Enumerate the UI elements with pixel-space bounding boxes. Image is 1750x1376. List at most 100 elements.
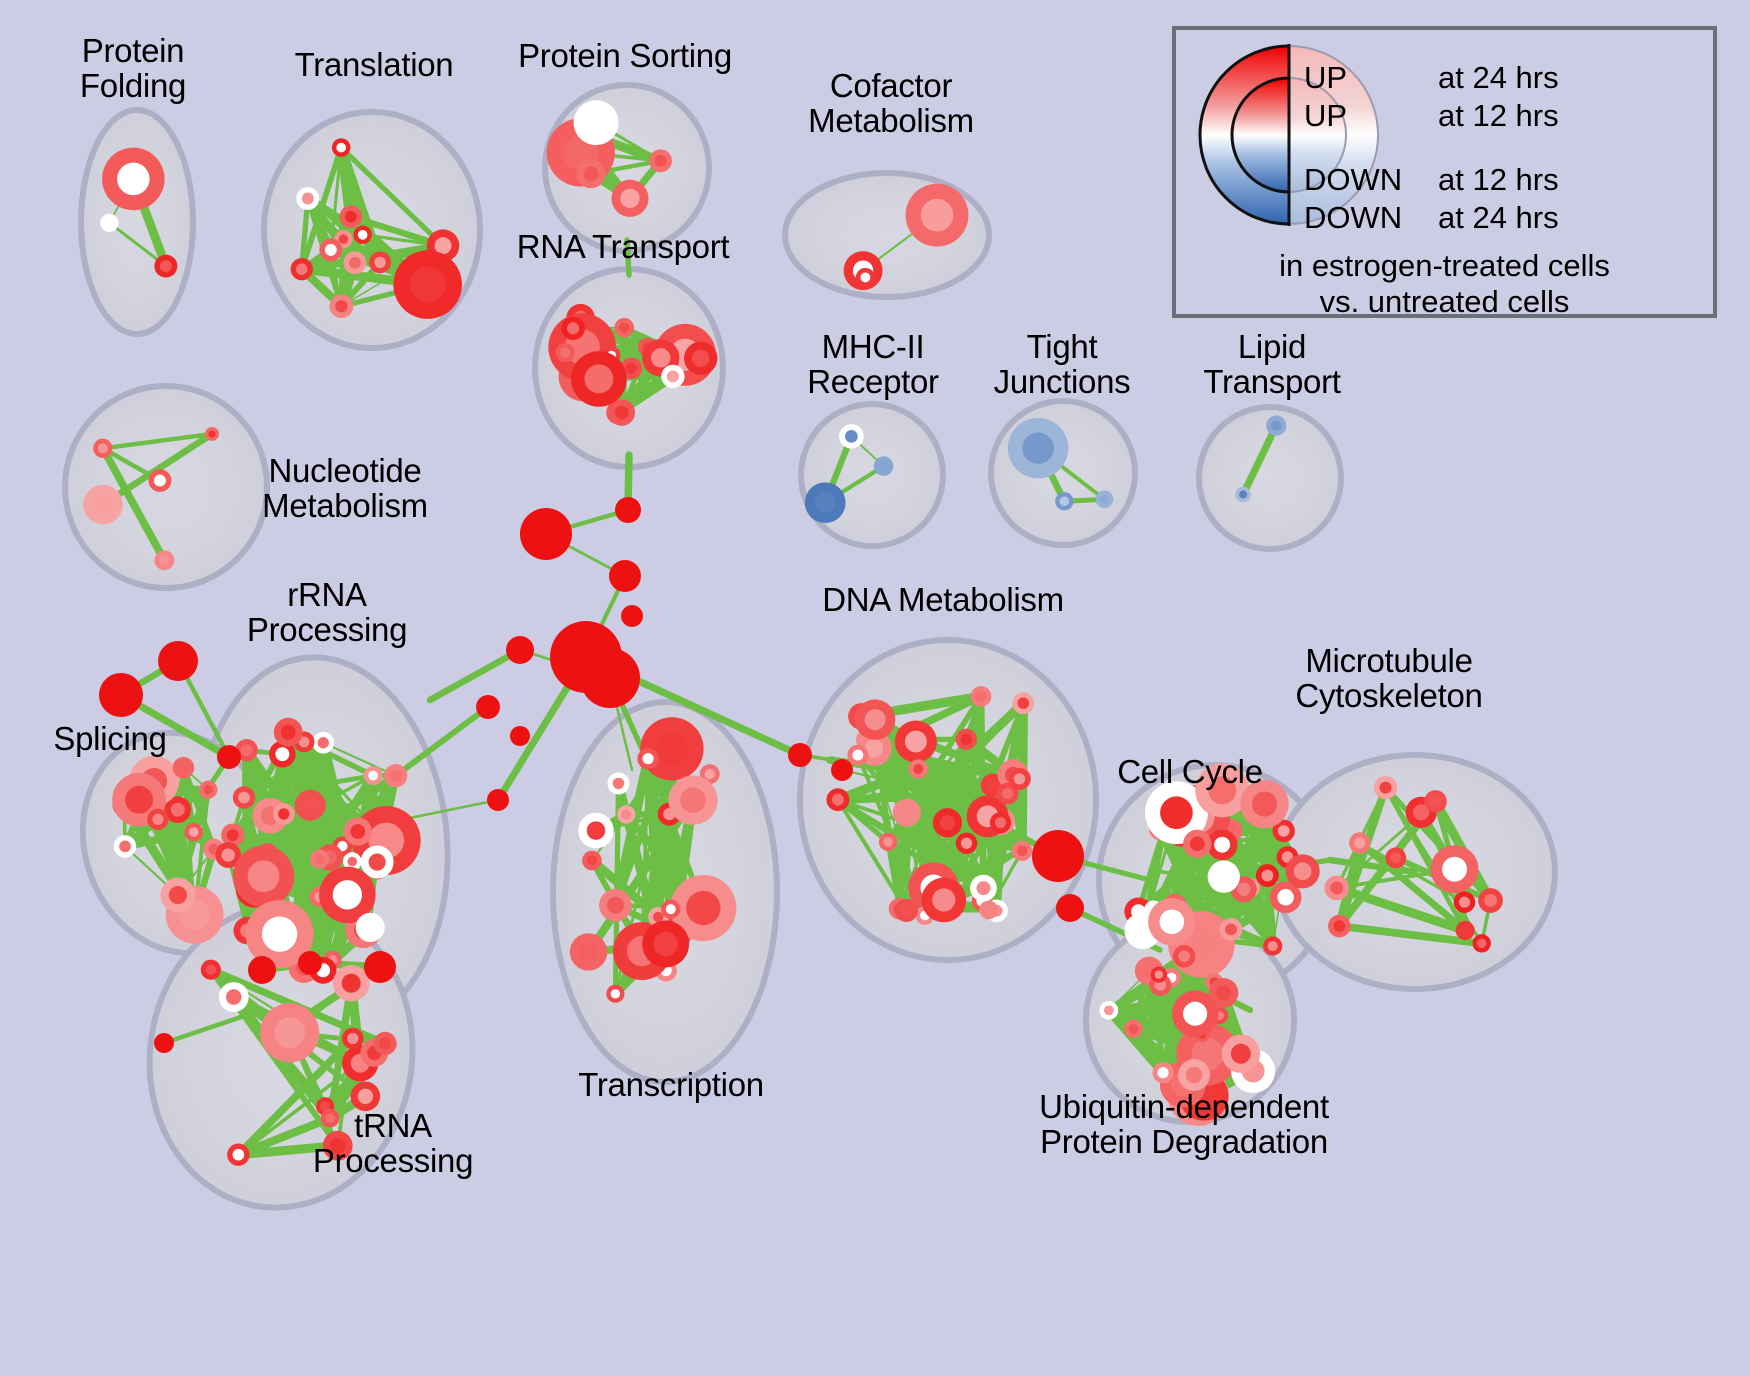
network-node bbox=[344, 817, 372, 845]
network-node bbox=[510, 726, 530, 746]
network-node bbox=[154, 1033, 174, 1053]
network-node bbox=[895, 721, 937, 763]
node-inner-disc-12hrs bbox=[369, 853, 386, 870]
node-inner-disc-12hrs bbox=[1160, 796, 1193, 829]
node-inner-disc-12hrs bbox=[274, 1017, 305, 1048]
node-inner-disc-12hrs bbox=[168, 651, 189, 672]
node-inner-disc-12hrs bbox=[222, 848, 235, 861]
node-inner-disc-12hrs bbox=[159, 1038, 169, 1048]
node-inner-disc-12hrs bbox=[296, 263, 308, 275]
network-node bbox=[909, 759, 928, 778]
legend-key-up-12: UP bbox=[1304, 98, 1347, 134]
network-node bbox=[1473, 934, 1491, 952]
network-node bbox=[607, 772, 629, 794]
node-inner-disc-12hrs bbox=[532, 520, 559, 547]
node-inner-disc-12hrs bbox=[302, 193, 314, 205]
node-inner-disc-12hrs bbox=[372, 959, 389, 976]
network-node bbox=[805, 482, 846, 523]
node-inner-disc-12hrs bbox=[617, 568, 634, 585]
node-inner-disc-12hrs bbox=[620, 189, 639, 208]
node-inner-disc-12hrs bbox=[117, 163, 150, 196]
network-node bbox=[617, 805, 635, 823]
network-node bbox=[1240, 780, 1288, 828]
network-node bbox=[1208, 861, 1240, 893]
network-node bbox=[1374, 776, 1397, 799]
node-inner-disc-12hrs bbox=[1477, 939, 1487, 949]
node-inner-disc-12hrs bbox=[347, 857, 357, 867]
network-node bbox=[217, 745, 241, 769]
node-inner-disc-12hrs bbox=[1268, 941, 1278, 951]
network-node bbox=[1148, 898, 1195, 945]
network-node bbox=[173, 757, 194, 778]
legend-value-up-24: at 24 hrs bbox=[1438, 60, 1559, 96]
network-node bbox=[668, 776, 717, 825]
network-node bbox=[599, 889, 632, 922]
node-inner-disc-12hrs bbox=[105, 218, 115, 228]
node-inner-disc-12hrs bbox=[330, 1138, 346, 1154]
node-inner-disc-12hrs bbox=[410, 267, 446, 303]
node-inner-disc-12hrs bbox=[255, 963, 270, 978]
node-inner-disc-12hrs bbox=[1333, 920, 1345, 932]
node-inner-disc-12hrs bbox=[171, 803, 185, 817]
network-node bbox=[979, 900, 998, 919]
network-node bbox=[1178, 1059, 1210, 1091]
node-inner-disc-12hrs bbox=[567, 322, 579, 334]
node-inner-disc-12hrs bbox=[667, 370, 679, 382]
node-inner-disc-12hrs bbox=[940, 815, 955, 830]
node-inner-disc-12hrs bbox=[932, 888, 955, 911]
network-node bbox=[260, 1003, 319, 1062]
node-inner-disc-12hrs bbox=[1022, 432, 1053, 463]
network-node bbox=[1099, 1001, 1118, 1020]
network-bridge-edge bbox=[430, 650, 520, 700]
node-inner-disc-12hrs bbox=[1459, 897, 1470, 908]
network-node bbox=[1096, 490, 1114, 508]
network-node bbox=[1263, 936, 1282, 955]
network-node bbox=[826, 788, 849, 811]
network-node bbox=[364, 766, 383, 785]
node-inner-disc-12hrs bbox=[995, 817, 1006, 828]
network-node bbox=[580, 648, 640, 708]
node-inner-disc-12hrs bbox=[613, 778, 624, 789]
network-node bbox=[578, 813, 614, 849]
node-inner-disc-12hrs bbox=[1252, 791, 1277, 816]
network-node bbox=[369, 251, 391, 273]
node-inner-disc-12hrs bbox=[1442, 857, 1467, 882]
node-inner-disc-12hrs bbox=[342, 974, 361, 993]
node-inner-disc-12hrs bbox=[1158, 1067, 1169, 1078]
network-node bbox=[582, 851, 602, 871]
node-inner-disc-12hrs bbox=[621, 503, 635, 517]
node-inner-disc-12hrs bbox=[794, 749, 806, 761]
node-inner-disc-12hrs bbox=[860, 272, 870, 282]
node-inner-disc-12hrs bbox=[921, 199, 954, 232]
network-node bbox=[614, 318, 634, 338]
node-inner-disc-12hrs bbox=[976, 691, 987, 702]
node-inner-disc-12hrs bbox=[368, 771, 378, 781]
node-inner-disc-12hrs bbox=[615, 406, 629, 420]
network-node bbox=[1424, 790, 1447, 813]
network-node bbox=[506, 636, 534, 664]
node-inner-disc-12hrs bbox=[275, 747, 289, 761]
legend-key-down-24: DOWN bbox=[1304, 200, 1402, 236]
node-inner-disc-12hrs bbox=[189, 827, 199, 837]
node-inner-disc-12hrs bbox=[832, 794, 844, 806]
network-node bbox=[205, 427, 219, 441]
legend-box: UP at 24 hrs UP at 12 hrs DOWN at 12 hrs… bbox=[1172, 26, 1717, 318]
node-inner-disc-12hrs bbox=[883, 837, 893, 847]
network-node bbox=[574, 100, 619, 145]
node-inner-disc-12hrs bbox=[1044, 842, 1071, 869]
network-node bbox=[364, 951, 396, 983]
node-inner-disc-12hrs bbox=[584, 364, 613, 393]
node-inner-disc-12hrs bbox=[1484, 894, 1497, 907]
network-node bbox=[154, 550, 174, 570]
network-node bbox=[1055, 492, 1073, 510]
node-inner-disc-12hrs bbox=[913, 764, 923, 774]
node-inner-disc-12hrs bbox=[653, 932, 677, 956]
node-inner-disc-12hrs bbox=[278, 808, 289, 819]
network-node bbox=[147, 809, 168, 830]
node-inner-disc-12hrs bbox=[435, 237, 452, 254]
network-node bbox=[577, 160, 606, 189]
node-inner-disc-12hrs bbox=[347, 1033, 358, 1044]
network-node bbox=[330, 294, 354, 318]
network-node bbox=[93, 439, 112, 458]
network-node bbox=[855, 699, 896, 740]
